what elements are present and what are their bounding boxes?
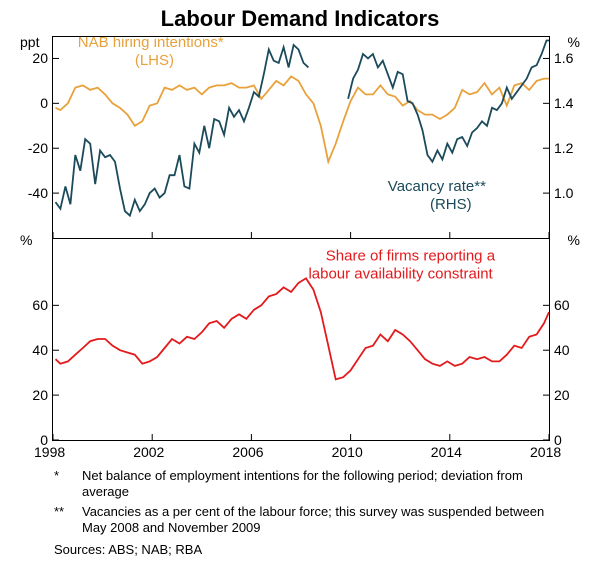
sources: Sources: ABS; NAB; RBA	[54, 542, 202, 558]
y-tick-left: -20	[28, 140, 48, 156]
left-unit-panel1: ppt	[20, 34, 39, 50]
plot-area: NAB hiring intentions*(LHS) Vacancy rate*…	[52, 36, 550, 441]
svg-text:NAB hiring intentions*: NAB hiring intentions*	[78, 36, 224, 51]
y-tick-left: 0	[40, 95, 48, 111]
y-tick-left: -40	[28, 185, 48, 201]
svg-text:Share of firms reporting a: Share of firms reporting a	[326, 247, 496, 264]
y-tick-right: 1.6	[554, 50, 573, 66]
footnote-2-marker: **	[54, 504, 64, 520]
svg-text:labour availability constraint: labour availability constraint	[308, 265, 493, 282]
y-tick-right-p2: 20	[554, 387, 570, 403]
y-tick-left-p2: 20	[32, 387, 48, 403]
y-tick-right: 1.4	[554, 95, 573, 111]
y-tick-right: 1.0	[554, 185, 573, 201]
left-unit-panel2: %	[20, 232, 32, 248]
svg-text:(LHS): (LHS)	[135, 52, 174, 69]
x-tick: 2014	[431, 444, 462, 460]
x-tick: 2002	[133, 444, 164, 460]
chart-title: Labour Demand Indicators	[0, 0, 600, 32]
y-tick-right: 1.2	[554, 140, 573, 156]
x-tick: 2010	[332, 444, 363, 460]
y-tick-left-p2: 60	[32, 297, 48, 313]
footnote-1: Net balance of employment intentions for…	[82, 468, 550, 501]
chart-svg: NAB hiring intentions*(LHS) Vacancy rate*…	[53, 36, 549, 440]
footnote-1-marker: *	[54, 468, 59, 484]
footnote-2: Vacancies as a per cent of the labour fo…	[82, 504, 550, 537]
x-tick: 1998	[34, 444, 65, 460]
svg-text:Vacancy rate**: Vacancy rate**	[388, 178, 486, 195]
y-tick-left-p2: 40	[32, 342, 48, 358]
y-tick-left: 20	[32, 50, 48, 66]
x-tick: 2006	[232, 444, 263, 460]
svg-text:(RHS): (RHS)	[430, 196, 472, 213]
right-unit-panel2: %	[568, 232, 580, 248]
y-tick-right-p2: 60	[554, 297, 570, 313]
x-tick: 2018	[530, 444, 561, 460]
right-unit-panel1: %	[568, 34, 580, 50]
y-tick-right-p2: 40	[554, 342, 570, 358]
chart-container: Labour Demand Indicators NAB hiring inte…	[0, 0, 600, 566]
